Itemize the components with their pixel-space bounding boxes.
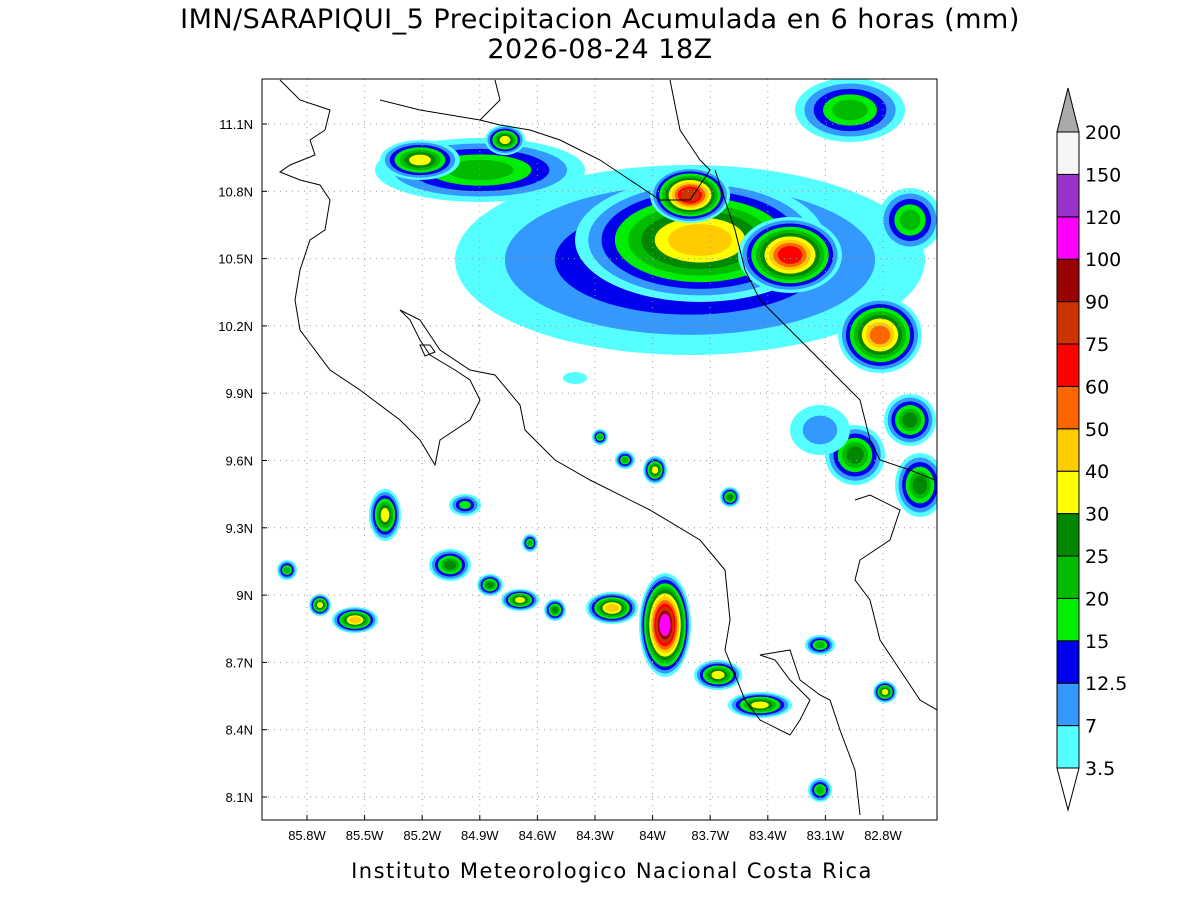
colorbar-label: 7 xyxy=(1085,716,1097,738)
precip-contour xyxy=(621,457,629,463)
plot-frame xyxy=(261,78,938,821)
precip-contour xyxy=(349,616,361,624)
colorbar-box xyxy=(1056,173,1080,218)
precip-contour xyxy=(514,597,526,603)
precip-contour xyxy=(751,701,769,709)
colorbar-box xyxy=(1056,428,1080,472)
colorbar-box xyxy=(1056,597,1080,642)
precip-contour xyxy=(499,135,511,145)
precip-contour xyxy=(597,434,603,440)
precip-contour xyxy=(802,415,838,445)
colorbar: 3.5 7 12.5 15 20 25 30 40 50 60 75 90 100 120 150 200 xyxy=(1056,87,1127,812)
colorbar-label: 30 xyxy=(1085,504,1109,526)
colorbar-label: 100 xyxy=(1085,249,1121,271)
precip-contour xyxy=(727,494,733,500)
colorbar-box xyxy=(1056,682,1080,727)
colorbar-label: 40 xyxy=(1085,461,1109,483)
precip-contour xyxy=(409,154,431,166)
x-tick-label: 85.5W xyxy=(346,828,384,843)
precip-contour xyxy=(912,475,928,495)
colorbar-box xyxy=(1056,555,1080,599)
precip-contour xyxy=(881,689,889,695)
precip-contour xyxy=(563,372,587,384)
title: IMN/SARAPIQUI_5 Precipitacion Acumulada … xyxy=(180,4,1020,35)
x-tick-label: 82.8W xyxy=(864,828,902,843)
colorbar-label: 75 xyxy=(1085,334,1109,356)
x-tick-label: 83.1W xyxy=(807,828,845,843)
y-tick-label: 9N xyxy=(236,588,253,603)
y-tick-label: 9.3N xyxy=(226,521,253,536)
subtitle: 2026-08-24 18Z xyxy=(487,34,712,65)
x-tick-label: 84.9W xyxy=(461,828,499,843)
colorbar-box xyxy=(1056,640,1080,684)
precip-contour xyxy=(832,99,868,121)
precip-contour xyxy=(899,209,921,231)
y-tick-label: 10.8N xyxy=(218,184,253,199)
precip-contour xyxy=(459,501,471,509)
colorbar-box xyxy=(1056,301,1080,345)
colorbar-box xyxy=(1056,343,1080,387)
precip-contour xyxy=(283,566,291,574)
y-tick-label: 8.4N xyxy=(226,723,253,738)
x-tick-label: 83.7W xyxy=(691,828,729,843)
precip-contour xyxy=(846,446,864,464)
precip-contour xyxy=(380,507,390,523)
precip-contour xyxy=(816,786,824,794)
colorbar-box xyxy=(1056,131,1080,175)
y-tick-label: 8.7N xyxy=(226,655,253,670)
x-tick-label: 84.3W xyxy=(576,828,614,843)
y-tick-label: 11.1N xyxy=(219,117,253,132)
colorbar-label: 90 xyxy=(1085,292,1109,314)
colorbar-under xyxy=(1056,767,1080,812)
colorbar-box xyxy=(1056,513,1080,557)
grid: 85.8W 85.5W 85.2W 84.9W 84.6W 84.3W 84W 83.7W 83… xyxy=(218,79,937,843)
precip-contour xyxy=(902,412,918,428)
colorbar-label: 12.5 xyxy=(1085,673,1127,695)
y-tick-label: 9.9N xyxy=(226,386,253,401)
colorbar-label: 200 xyxy=(1085,122,1121,144)
precip-contour xyxy=(815,641,825,649)
x-tick-label: 85.8W xyxy=(288,828,326,843)
colorbar-box xyxy=(1056,258,1080,303)
x-tick-label: 84.6W xyxy=(519,828,557,843)
colorbar-label: 150 xyxy=(1085,164,1121,186)
x-tick-label: 84W xyxy=(639,828,666,843)
colorbar-label: 15 xyxy=(1085,631,1109,653)
precip-contour xyxy=(605,603,619,613)
y-tick-label: 10.5N xyxy=(218,252,253,267)
precip-contour xyxy=(317,602,323,608)
precip-contour xyxy=(659,613,671,637)
colorbar-label: 3.5 xyxy=(1085,758,1115,780)
precip-contour xyxy=(680,188,700,202)
precip-contour xyxy=(443,560,457,570)
colorbar-label: 60 xyxy=(1085,376,1109,398)
y-tick-label: 9.6N xyxy=(226,454,253,469)
precip-contour xyxy=(869,325,891,345)
precip-contour xyxy=(486,581,494,589)
colorbar-over xyxy=(1056,87,1080,133)
precip-contour xyxy=(527,540,533,546)
footer: Instituto Meteorologico Nacional Costa R… xyxy=(351,859,873,883)
colorbar-label: 50 xyxy=(1085,419,1109,441)
precip-contour xyxy=(667,224,733,256)
colorbar-label: 25 xyxy=(1085,546,1109,568)
y-tick-label: 10.2N xyxy=(218,319,253,334)
colorbar-box xyxy=(1056,216,1080,260)
colorbar-label: 20 xyxy=(1085,588,1109,610)
precip-contour xyxy=(777,246,803,264)
y-tick-label: 8.1N xyxy=(226,790,253,805)
colorbar-box xyxy=(1056,385,1080,430)
colorbar-box xyxy=(1056,470,1080,515)
coastline xyxy=(278,79,937,816)
x-tick-label: 83.4W xyxy=(749,828,787,843)
precip-contour xyxy=(651,466,659,474)
precip-contour xyxy=(551,606,559,614)
x-tick-label: 85.2W xyxy=(403,828,441,843)
precip-contour xyxy=(711,670,725,680)
colorbar-label: 120 xyxy=(1085,207,1121,229)
precip-field xyxy=(277,79,937,802)
colorbar-box xyxy=(1056,725,1080,769)
